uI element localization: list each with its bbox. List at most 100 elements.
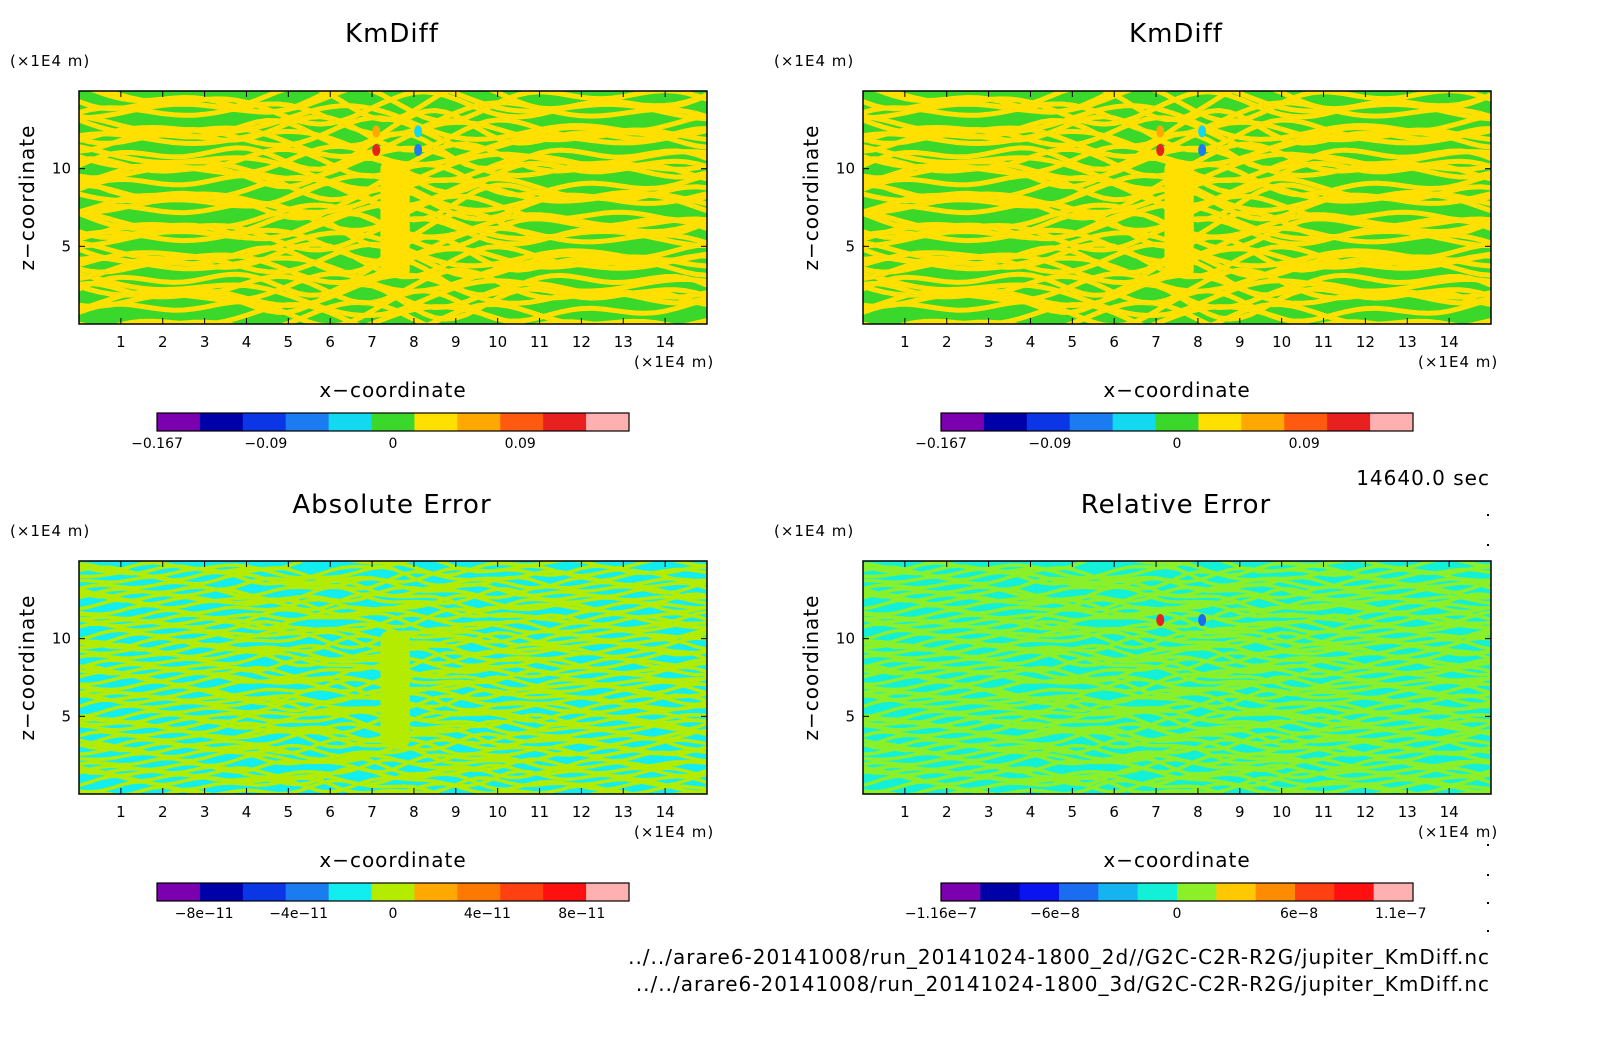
x-axis-unit: (×1E4 m) xyxy=(1418,823,1499,841)
panel-title: KmDiff xyxy=(345,19,439,49)
colorbar-tick-label: 1.1e−7 xyxy=(1375,906,1427,922)
y-tick-label: 10 xyxy=(836,160,855,178)
colorbar-swatch xyxy=(414,413,458,431)
contour-band xyxy=(863,745,1491,766)
central-column xyxy=(380,630,410,748)
y-axis-unit: (×1E4 m) xyxy=(774,522,855,540)
colorbar-swatch xyxy=(414,883,458,901)
y-axis-label: z−coordinate xyxy=(799,595,823,741)
x-tick-label: 14 xyxy=(656,333,675,351)
x-tick-label: 6 xyxy=(325,803,335,821)
extreme-value-spot xyxy=(1198,614,1207,627)
colorbar-swatch xyxy=(157,883,201,901)
x-tick-label: 1 xyxy=(116,803,126,821)
colorbar-tick-label: −4e−11 xyxy=(269,906,328,922)
x-tick-label: 7 xyxy=(367,333,377,351)
x-tick-label: 2 xyxy=(158,333,168,351)
contour-band xyxy=(863,103,1491,143)
x-tick-label: 11 xyxy=(530,333,549,351)
colorbar-swatch xyxy=(199,883,244,901)
x-tick-label: 1 xyxy=(900,333,910,351)
x-tick-label: 8 xyxy=(1193,803,1203,821)
colorbar-tick-label: 0 xyxy=(1173,436,1182,452)
colorbar-tick-label: 0 xyxy=(389,436,398,452)
extreme-value-spot xyxy=(372,144,381,157)
x-tick-label: 5 xyxy=(284,803,294,821)
x-tick-label: 2 xyxy=(942,333,952,351)
x-tick-label: 13 xyxy=(614,803,633,821)
colorbar-swatch xyxy=(242,883,287,901)
plot-frame xyxy=(862,560,1492,795)
extreme-value-spot xyxy=(1156,125,1165,138)
contour-band xyxy=(79,267,707,312)
contour-band xyxy=(863,267,1491,312)
colorbar-swatch xyxy=(1334,883,1375,901)
y-tick-label: 10 xyxy=(836,630,855,648)
panel-title: KmDiff xyxy=(1129,19,1223,49)
colorbar-swatch xyxy=(328,883,373,901)
colorbar-swatch xyxy=(457,413,501,431)
contour-band xyxy=(863,643,1491,666)
colorbar-swatch xyxy=(1370,413,1414,431)
x-tick-label: 2 xyxy=(942,803,952,821)
extreme-value-spot xyxy=(1198,144,1207,157)
x-tick-label: 11 xyxy=(530,803,549,821)
contour-band xyxy=(79,576,707,600)
contour-band xyxy=(79,597,707,622)
colorbar-swatch xyxy=(1255,883,1296,901)
contour-band xyxy=(863,622,1491,644)
contour-band xyxy=(79,565,707,587)
x-tick-label: 8 xyxy=(409,333,419,351)
colorbar-tick-label: −6e−8 xyxy=(1030,906,1080,922)
contour-band xyxy=(863,776,1491,794)
x-tick-label: 10 xyxy=(488,803,507,821)
extreme-value-spot xyxy=(1156,614,1165,627)
x-tick-label: 2 xyxy=(158,803,168,821)
colorbar-frame xyxy=(940,412,1414,432)
colorbar-swatch xyxy=(586,413,630,431)
contour-band xyxy=(863,561,1491,578)
contour-band xyxy=(79,611,707,633)
contour-band xyxy=(863,593,1491,617)
colorbar-tick-label: 4e−11 xyxy=(464,906,511,922)
colorbar-swatch xyxy=(242,413,287,431)
y-tick-label: 5 xyxy=(61,237,71,255)
contour-band xyxy=(863,710,1491,731)
contour-band xyxy=(79,582,707,603)
x-tick-label: 5 xyxy=(284,333,294,351)
contour-band xyxy=(863,576,1491,600)
x-tick-label: 3 xyxy=(984,803,994,821)
contour-band xyxy=(88,91,707,124)
x-axis-unit: (×1E4 m) xyxy=(1418,353,1499,371)
contour-band xyxy=(79,145,707,182)
colorbar-swatch xyxy=(1155,413,1199,431)
x-tick-label: 4 xyxy=(1026,803,1036,821)
x-tick-label: 12 xyxy=(1356,333,1375,351)
contour-band xyxy=(1062,299,1491,324)
colorbar-tick-label: −0.167 xyxy=(131,436,183,452)
contour-band xyxy=(863,665,1491,685)
x-tick-label: 6 xyxy=(1109,333,1119,351)
panel-title: Absolute Error xyxy=(292,490,492,520)
contour-band xyxy=(79,91,707,122)
colorbar-swatch xyxy=(371,883,415,901)
y-axis-unit: (×1E4 m) xyxy=(10,52,91,70)
x-axis-label: x−coordinate xyxy=(319,378,466,402)
x-tick-label: 5 xyxy=(1068,333,1078,351)
colorbar-swatch xyxy=(1059,883,1099,901)
x-tick-label: 3 xyxy=(984,333,994,351)
margin-dot xyxy=(1487,514,1489,516)
contour-band xyxy=(863,650,1491,672)
x-tick-label: 6 xyxy=(325,333,335,351)
x-tick-label: 10 xyxy=(488,333,507,351)
colorbar-tick-label: −0.09 xyxy=(244,436,287,452)
colorbar-swatch xyxy=(1069,413,1114,431)
colorbar-swatch xyxy=(1198,413,1242,431)
colorbar-tick-label: 0.09 xyxy=(505,436,536,452)
colorbar-swatch xyxy=(1284,413,1328,431)
contour-band xyxy=(863,681,1491,705)
y-axis-label: z−coordinate xyxy=(15,125,39,271)
colorbar-swatch xyxy=(285,413,330,431)
panel-title: Relative Error xyxy=(1080,490,1272,520)
